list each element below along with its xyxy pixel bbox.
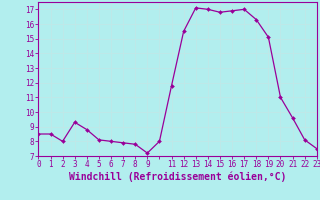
X-axis label: Windchill (Refroidissement éolien,°C): Windchill (Refroidissement éolien,°C): [69, 172, 286, 182]
